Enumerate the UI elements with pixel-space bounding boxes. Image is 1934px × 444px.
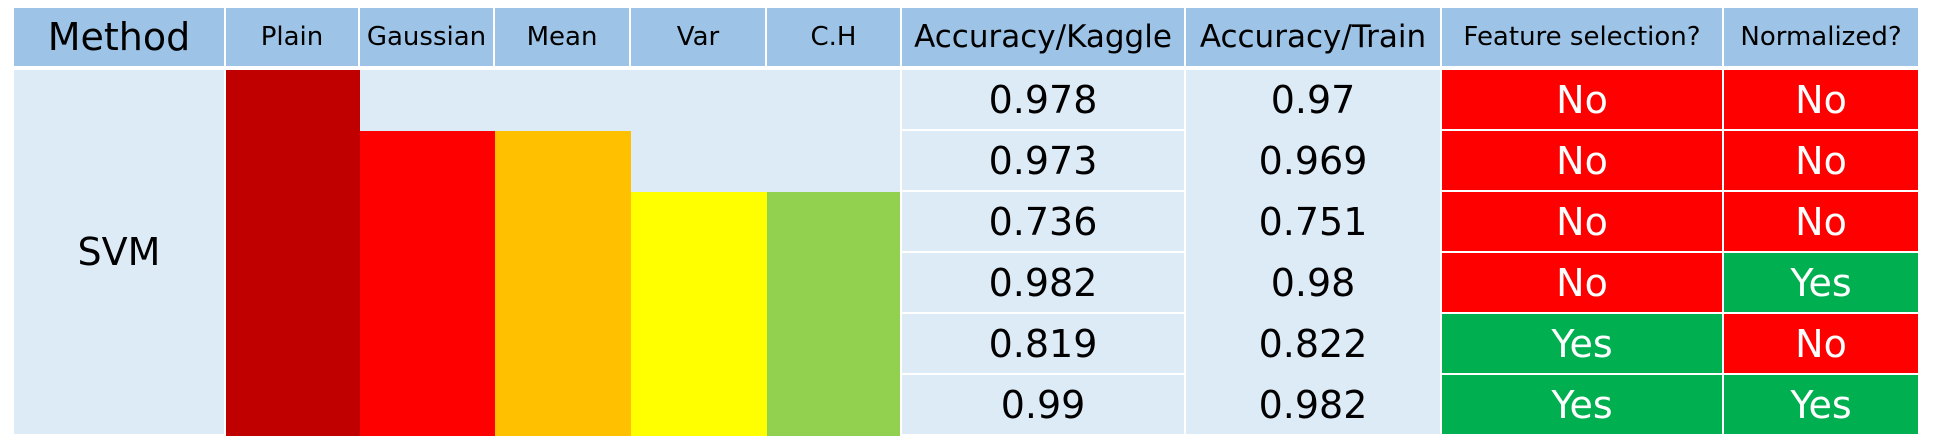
feature-selection-cell: No (1442, 192, 1722, 251)
accuracy-kaggle-cell: 0.819 (902, 314, 1184, 373)
feature-block-plain (226, 375, 360, 436)
feature-block-gaussian (360, 375, 495, 436)
feature-block-var (631, 192, 767, 253)
feature-block-ch (767, 253, 900, 314)
accuracy-train-cell: 0.969 (1258, 138, 1368, 183)
accuracy-kaggle-cell: 0.982 (902, 253, 1184, 312)
header-mean: Mean (495, 8, 629, 66)
feature-block-plain (226, 314, 360, 375)
accuracy-train-column (1186, 70, 1440, 434)
accuracy-kaggle-cell: 0.736 (902, 192, 1184, 251)
feature-block-mean (495, 131, 631, 192)
header-method: Method (14, 8, 224, 66)
feature-block-gaussian (360, 192, 495, 253)
feature-block-var (631, 314, 767, 375)
header-ch: C.H (767, 8, 900, 66)
normalized-cell: Yes (1724, 253, 1918, 312)
accuracy-train-cell: 0.751 (1258, 199, 1368, 244)
feature-block-plain (226, 253, 360, 314)
accuracy-train-cell: 0.982 (1258, 382, 1368, 427)
accuracy-train-cell: 0.97 (1270, 77, 1356, 122)
header-accuracy-train: Accuracy/Train (1186, 8, 1440, 66)
feature-block-plain (226, 131, 360, 192)
header-plain: Plain (226, 8, 358, 66)
feature-selection-cell: No (1442, 253, 1722, 312)
normalized-cell: Yes (1724, 375, 1918, 434)
header-normalized: Normalized? (1724, 8, 1918, 66)
feature-block-plain (226, 70, 360, 131)
feature-block-mean (495, 375, 631, 436)
normalized-cell: No (1724, 70, 1918, 129)
normalized-cell: No (1724, 131, 1918, 190)
normalized-cell: No (1724, 314, 1918, 373)
header-feature-selection: Feature selection? (1442, 8, 1722, 66)
accuracy-train-cell: 0.98 (1270, 260, 1356, 305)
method-cell (14, 70, 224, 434)
header-var: Var (631, 8, 765, 66)
header-gaussian: Gaussian (360, 8, 493, 66)
accuracy-kaggle-cell: 0.99 (902, 375, 1184, 434)
feature-block-plain (226, 192, 360, 253)
feature-block-ch (767, 192, 900, 253)
accuracy-kaggle-cell: 0.978 (902, 70, 1184, 129)
feature-block-gaussian (360, 131, 495, 192)
accuracy-train-cell: 0.822 (1258, 321, 1368, 366)
feature-block-gaussian (360, 314, 495, 375)
feature-block-gaussian (360, 253, 495, 314)
feature-block-var (631, 375, 767, 436)
accuracy-kaggle-cell: 0.973 (902, 131, 1184, 190)
feature-block-ch (767, 314, 900, 375)
feature-block-mean (495, 192, 631, 253)
feature-block-mean (495, 253, 631, 314)
feature-block-ch (767, 375, 900, 436)
feature-block-var (631, 253, 767, 314)
method-label: SVM (77, 230, 161, 274)
feature-selection-cell: Yes (1442, 375, 1722, 434)
feature-block-mean (495, 314, 631, 375)
normalized-cell: No (1724, 192, 1918, 251)
feature-selection-cell: Yes (1442, 314, 1722, 373)
feature-selection-cell: No (1442, 70, 1722, 129)
feature-selection-cell: No (1442, 131, 1722, 190)
header-accuracy-kaggle: Accuracy/Kaggle (902, 8, 1184, 66)
